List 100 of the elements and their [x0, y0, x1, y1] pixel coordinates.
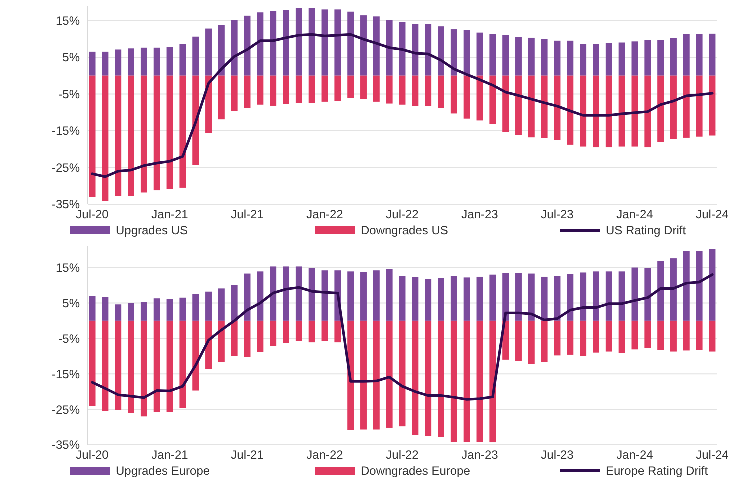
- bar: [683, 76, 690, 138]
- bar: [438, 278, 444, 321]
- bar: [580, 272, 587, 321]
- bar: [412, 24, 419, 76]
- bar: [283, 320, 290, 344]
- bar: [102, 52, 109, 76]
- bar: [296, 8, 302, 76]
- bar: [154, 48, 160, 76]
- bar: [644, 268, 652, 321]
- bar: [373, 76, 380, 102]
- bar: [308, 268, 316, 321]
- y-tick-label: 15%: [56, 260, 80, 275]
- bar: [709, 249, 716, 321]
- bar: [516, 320, 522, 361]
- legend-label: Downgrades Europe: [361, 464, 471, 478]
- bar: [115, 50, 122, 76]
- x-tick-label: Jul-23: [541, 448, 574, 462]
- bar: [476, 32, 484, 76]
- bar: [270, 76, 277, 106]
- legend-label: Upgrades US: [116, 224, 188, 238]
- x-tick-label: Jul-20: [76, 448, 110, 462]
- bar: [244, 76, 251, 108]
- bar: [490, 76, 496, 124]
- bar: [231, 285, 238, 321]
- x-tick-label: Jul-21: [231, 448, 264, 462]
- bar: [606, 43, 612, 76]
- bar: [180, 44, 186, 76]
- bar: [166, 76, 174, 190]
- bar: [218, 320, 225, 362]
- y-tick-label: -5%: [58, 87, 80, 102]
- bar: [490, 320, 496, 443]
- bar: [528, 320, 535, 364]
- bar: [140, 48, 148, 76]
- bar: [192, 76, 200, 166]
- bar: [128, 303, 134, 321]
- bar: [283, 76, 290, 104]
- bar: [257, 272, 264, 321]
- bar: [683, 251, 690, 321]
- bar: [283, 10, 290, 76]
- bar: [580, 320, 587, 356]
- x-tick-label: Jan-21: [152, 448, 189, 462]
- bar: [709, 34, 716, 76]
- bar: [541, 39, 548, 76]
- bar: [89, 76, 96, 198]
- bar: [102, 320, 109, 412]
- bar: [425, 320, 432, 436]
- bar: [683, 34, 690, 76]
- bar: [180, 298, 186, 321]
- bar: [425, 24, 432, 76]
- bar: [516, 76, 522, 136]
- bar: [516, 273, 522, 321]
- bar: [154, 320, 160, 412]
- bar: [334, 76, 342, 102]
- bar: [283, 266, 290, 321]
- bar: [541, 320, 548, 362]
- bar: [593, 320, 600, 353]
- bar: [231, 20, 238, 76]
- bar: [696, 251, 703, 321]
- bar: [386, 269, 393, 321]
- bar: [696, 320, 703, 350]
- bar: [476, 320, 484, 442]
- bar: [399, 76, 406, 105]
- bar: [115, 304, 122, 321]
- bar: [502, 76, 510, 132]
- bar: [180, 76, 186, 188]
- bar: [348, 272, 354, 321]
- bar: [257, 76, 264, 105]
- bar: [554, 320, 561, 356]
- bar: [89, 52, 96, 76]
- bar: [348, 76, 354, 98]
- bar: [554, 40, 561, 76]
- bar: [658, 320, 664, 350]
- x-tick-label: Jan-24: [616, 208, 654, 222]
- bar: [115, 76, 122, 196]
- x-tick-label: Jan-22: [306, 448, 344, 462]
- bar: [644, 40, 652, 76]
- bar: [257, 12, 264, 76]
- x-tick-label: Jul-21: [231, 208, 264, 222]
- bar: [231, 76, 238, 112]
- bar: [450, 320, 458, 442]
- bar: [270, 320, 277, 346]
- bar: [670, 258, 677, 321]
- x-tick-label: Jan-23: [462, 448, 499, 462]
- bar: [670, 76, 677, 140]
- bar: [412, 277, 419, 321]
- bar: [502, 35, 510, 76]
- legend-label: Upgrades Europe: [116, 464, 210, 478]
- bar: [593, 44, 600, 76]
- bar: [464, 278, 470, 321]
- bar: [425, 76, 432, 106]
- bar: [192, 294, 200, 321]
- y-tick-label: -25%: [52, 402, 80, 417]
- bar: [425, 279, 432, 321]
- bar: [412, 320, 419, 436]
- bar: [89, 296, 96, 321]
- bar: [128, 320, 134, 414]
- bar: [102, 297, 109, 321]
- bar: [683, 320, 690, 351]
- bar: [218, 288, 225, 321]
- bar: [218, 25, 225, 76]
